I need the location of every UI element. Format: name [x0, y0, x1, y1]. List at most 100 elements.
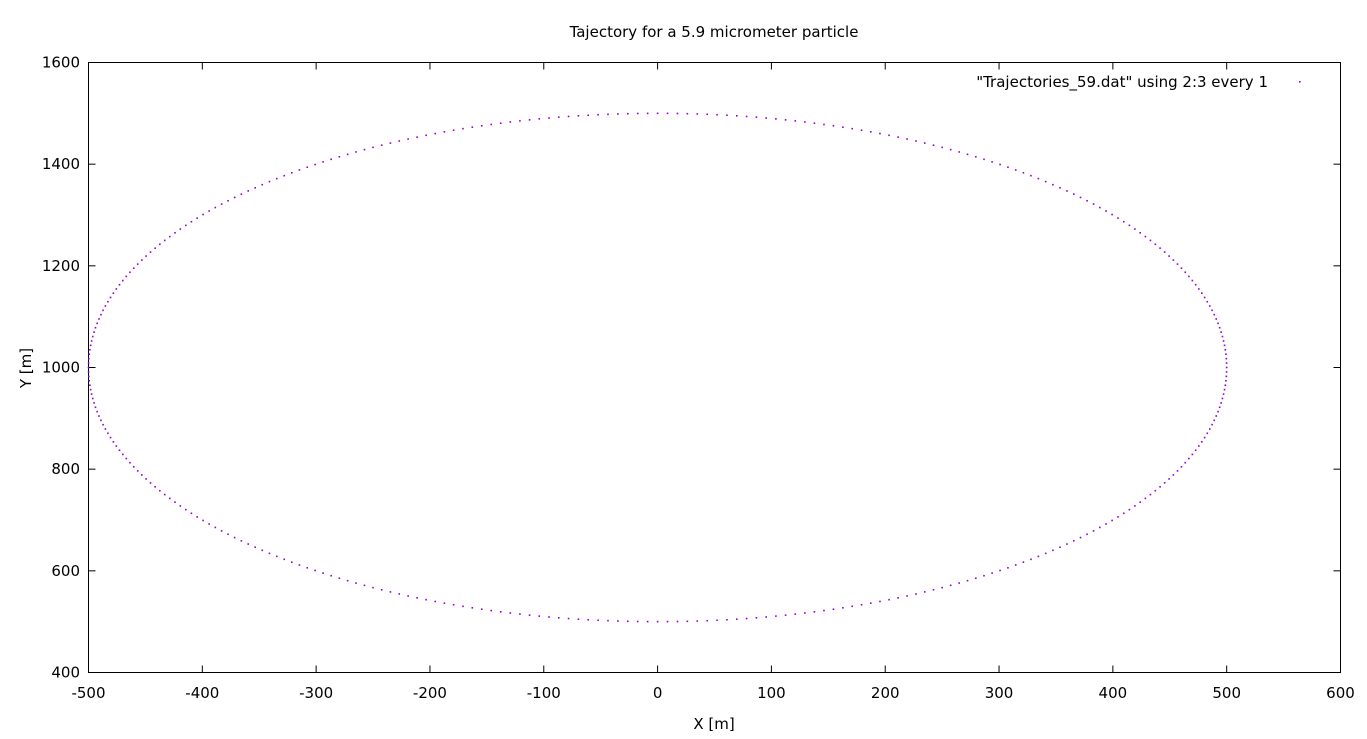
trajectory-point — [607, 113, 609, 116]
trajectory-point — [87, 362, 90, 364]
trajectory-point — [96, 410, 98, 413]
trajectory-point — [380, 144, 383, 147]
trajectory-point — [118, 449, 121, 452]
trajectory-point — [452, 129, 455, 132]
trajectory-point — [1221, 335, 1224, 338]
trajectory-point — [220, 203, 223, 205]
trajectory-point — [125, 457, 128, 460]
trajectory-point — [949, 584, 952, 587]
trajectory-point — [958, 582, 960, 584]
trajectory-point — [755, 116, 758, 118]
trajectory-point — [597, 619, 599, 622]
trajectory-point — [1191, 453, 1194, 456]
trajectory-point — [1211, 309, 1213, 312]
x-tick-label: -300 — [299, 684, 333, 702]
trajectory-point — [1218, 326, 1221, 329]
trajectory-point — [1225, 380, 1227, 382]
trajectory-point — [1105, 523, 1107, 525]
trajectory-point — [1201, 441, 1203, 443]
trajectory-point — [999, 569, 1001, 572]
trajectory-point — [88, 357, 90, 360]
trajectory-point — [434, 600, 437, 603]
trajectory-point — [765, 616, 767, 618]
trajectory-point — [548, 117, 550, 119]
trajectory-point — [1059, 546, 1061, 549]
trajectory-point — [174, 232, 176, 234]
y-tick-label: 400 — [51, 664, 80, 682]
trajectory-point — [1154, 489, 1157, 492]
trajectory-point — [1224, 348, 1227, 351]
trajectory-point — [538, 615, 541, 617]
trajectory-point — [823, 609, 825, 612]
trajectory-point — [656, 620, 659, 623]
trajectory-point — [1014, 169, 1017, 171]
trajectory-point — [434, 132, 437, 135]
trajectory-point — [89, 384, 91, 387]
trajectory-point — [1222, 393, 1225, 395]
trajectory-point — [666, 620, 669, 623]
legend: "Trajectories_59.dat" using 2:3 every 1 — [976, 73, 1301, 92]
trajectory-point — [240, 540, 243, 542]
trajectory-point — [557, 617, 560, 619]
trajectory-point — [706, 619, 708, 622]
trajectory-point — [93, 331, 95, 333]
trajectory-point — [1176, 470, 1179, 472]
trajectory-point — [519, 613, 521, 615]
trajectory-point — [233, 196, 236, 199]
x-tick-label: 0 — [653, 684, 663, 702]
trajectory-point — [154, 486, 156, 488]
trajectory-point — [804, 121, 806, 123]
trajectory-point — [1225, 353, 1227, 355]
trajectory-point — [716, 113, 718, 116]
trajectory-point — [268, 180, 271, 183]
trajectory-point — [1208, 428, 1211, 430]
trajectory-point — [958, 151, 960, 153]
trajectory-point — [338, 155, 341, 158]
trajectory-point — [696, 620, 699, 622]
x-tick-label: 600 — [1326, 684, 1355, 702]
trajectory-point — [587, 114, 590, 117]
trajectory-point — [254, 546, 256, 549]
x-tick-label: 500 — [1212, 684, 1241, 702]
trajectory-point — [102, 423, 104, 426]
x-tick-label: 100 — [757, 684, 786, 702]
trajectory-point — [794, 120, 797, 122]
trajectory-point — [519, 120, 521, 122]
trajectory-point — [1007, 566, 1009, 569]
trajectory-point — [509, 121, 512, 123]
trajectory-point — [983, 574, 985, 577]
trajectory-point — [1213, 419, 1216, 422]
trajectory-point — [1072, 540, 1075, 542]
trajectory-point — [1059, 186, 1061, 189]
trajectory-point — [89, 344, 92, 347]
trajectory-point — [1191, 279, 1194, 282]
trajectory-point — [1223, 388, 1226, 391]
trajectory-point — [1052, 549, 1054, 552]
trajectory-point — [355, 582, 357, 584]
trajectory-point — [897, 136, 899, 138]
trajectory-point — [775, 615, 777, 617]
trajectory-point — [346, 153, 349, 156]
trajectory-point — [646, 620, 649, 623]
trajectory-point — [407, 138, 409, 140]
x-tick-label: -200 — [413, 684, 447, 702]
trajectory-point — [89, 388, 92, 391]
trajectory-point — [983, 158, 985, 161]
trajectory-point — [1066, 543, 1068, 545]
trajectory-point — [1211, 423, 1213, 426]
trajectory-point — [1206, 300, 1209, 303]
trajectory-point — [389, 591, 392, 593]
trajectory-point — [112, 292, 115, 294]
trajectory-point — [1022, 561, 1025, 564]
trajectory-point — [1092, 530, 1095, 532]
trajectory-point — [888, 598, 890, 601]
trajectory-point — [1217, 410, 1219, 413]
trajectory-point — [1225, 375, 1228, 378]
trajectory-point — [184, 224, 187, 227]
trajectory-point — [322, 161, 324, 163]
trajectory-point — [1194, 449, 1197, 452]
trajectory-point — [1044, 180, 1047, 183]
trajectory-point — [261, 183, 264, 186]
x-tick-label: -500 — [71, 684, 105, 702]
trajectory-point — [1105, 210, 1107, 212]
